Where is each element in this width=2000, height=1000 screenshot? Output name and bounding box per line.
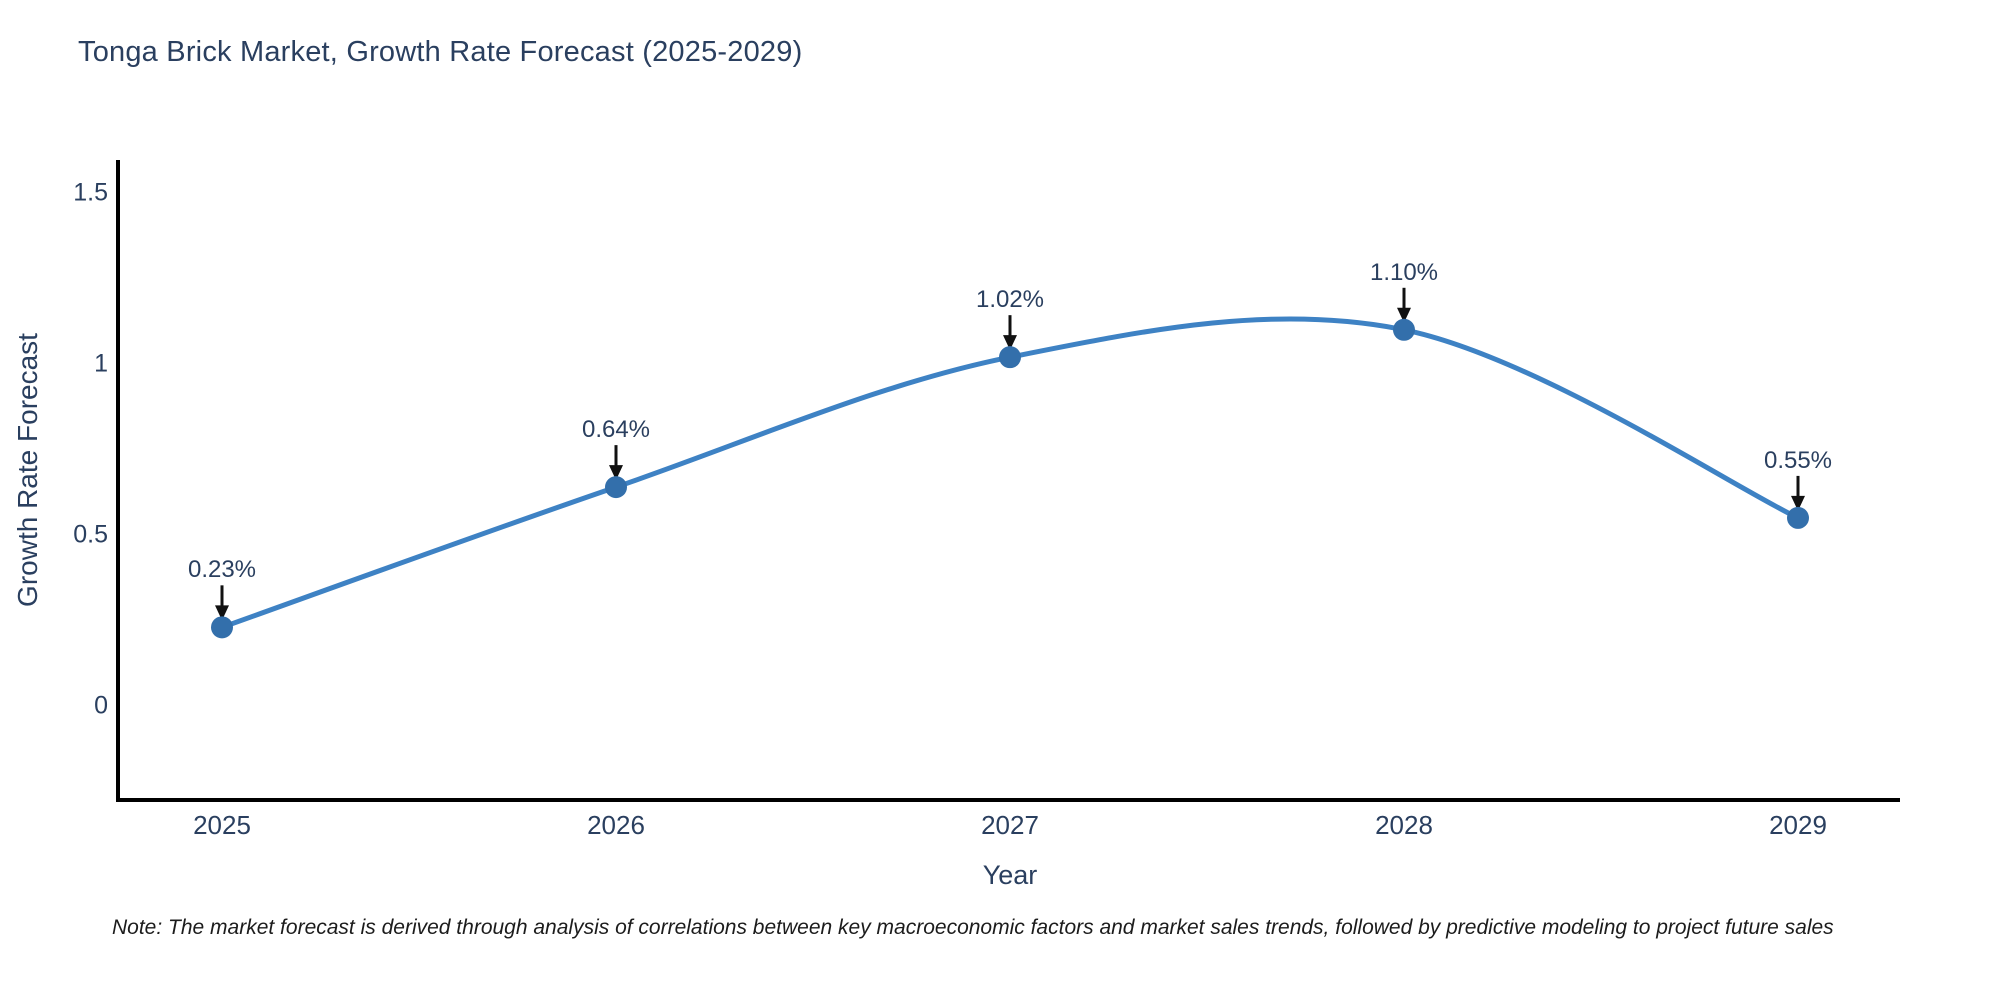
x-axis-title: Year xyxy=(982,860,1038,890)
annotation-arrow-head xyxy=(1397,307,1411,323)
y-tick-label: 1.5 xyxy=(73,178,108,207)
data-point-marker xyxy=(211,616,233,639)
annotation-arrow-head xyxy=(1791,495,1805,511)
point-annotation: 0.55% xyxy=(1763,446,1833,474)
x-tick-label: 2028 xyxy=(1375,810,1433,840)
point-annotation: 0.23% xyxy=(187,556,257,584)
data-point-marker xyxy=(1393,318,1415,341)
footnote-text: Note: The market forecast is derived thr… xyxy=(112,916,1834,939)
chart-title: Tonga Brick Market, Growth Rate Forecast… xyxy=(78,36,803,68)
x-tick-label: 2029 xyxy=(1769,810,1827,840)
x-tick-label: 2027 xyxy=(981,810,1039,840)
y-tick-label: 0 xyxy=(94,691,108,720)
data-point-marker xyxy=(1787,506,1809,529)
y-tick-label: 1 xyxy=(94,349,108,378)
data-point-marker xyxy=(999,346,1021,369)
axis-lines xyxy=(116,160,1900,802)
annotation-arrow-head xyxy=(1003,335,1017,351)
x-tick-label: 2025 xyxy=(193,810,251,840)
point-annotation: 1.02% xyxy=(975,286,1045,314)
annotation-arrow-head xyxy=(215,605,229,621)
annotation-arrow-head xyxy=(609,465,623,481)
point-annotation: 0.64% xyxy=(581,416,651,444)
point-annotation: 1.10% xyxy=(1369,258,1439,286)
y-tick-label: 0.5 xyxy=(73,520,108,549)
x-tick-label: 2026 xyxy=(587,810,645,840)
data-point-marker xyxy=(605,476,627,499)
